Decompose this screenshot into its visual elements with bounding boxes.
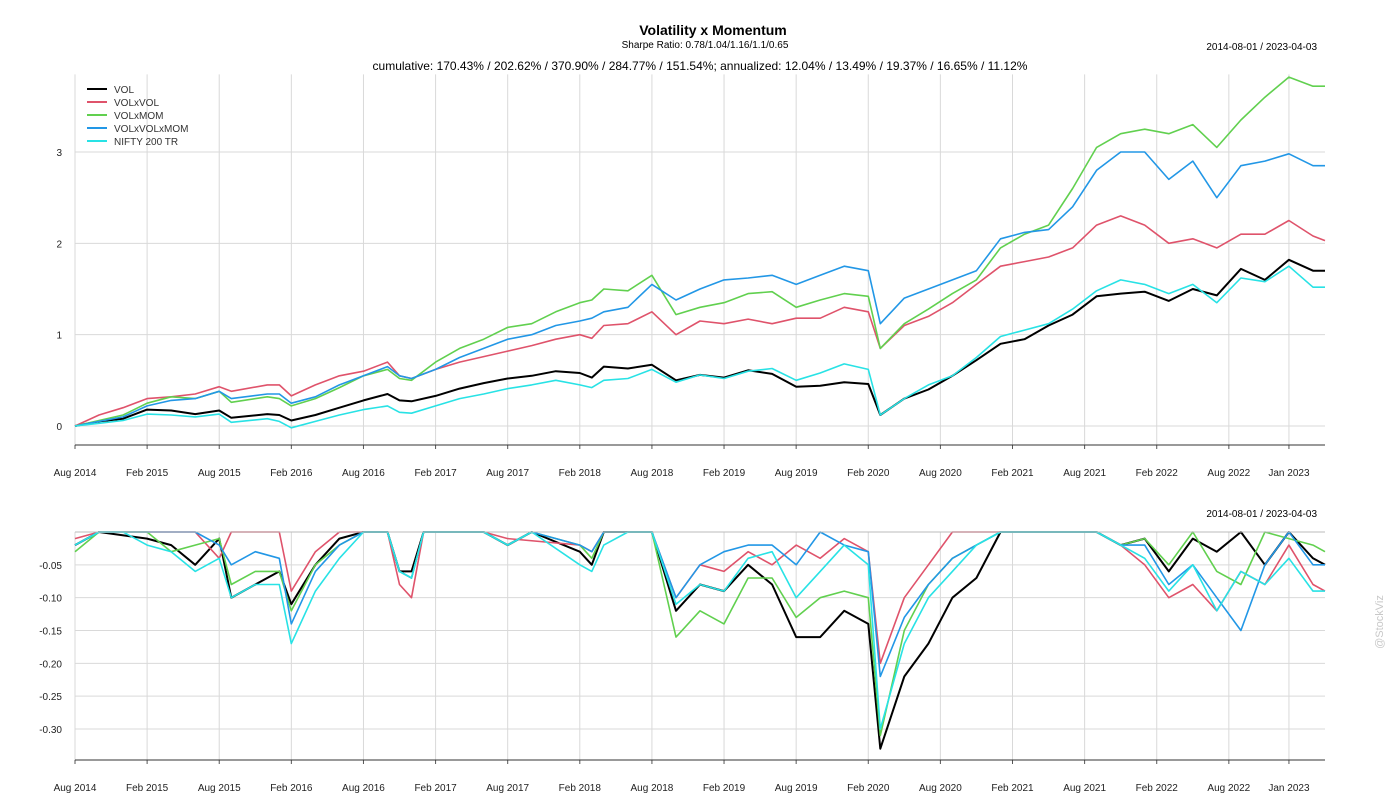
cumulative-stats: cumulative: 170.43% / 202.62% / 370.90% … [373,59,1028,73]
series-line-nifty-200-tr [74,265,1325,429]
x-tick-label: Feb 2019 [703,783,746,794]
chart-subtitle-sharpe: Sharpe Ratio: 0.78/1.04/1.16/1.1/0.65 [622,40,789,51]
series-line-volxmom [74,76,1325,427]
x-tick-label: Feb 2020 [847,468,890,479]
x-tick-label: Feb 2018 [559,468,602,479]
series-line-volxvol [74,215,1326,427]
y-tick-label: -0.15 [39,627,62,638]
x-tick-label: Aug 2020 [919,783,962,794]
series-line-vol [74,258,1325,427]
x-tick-label: Aug 2015 [198,468,241,479]
x-tick-label: Aug 2021 [1063,468,1106,479]
chart-title: Volatility x Momentum [639,22,787,38]
x-tick-label: Feb 2015 [126,783,169,794]
x-tick-label: Aug 2017 [486,468,529,479]
legend-label-nifty-200-tr: NIFTY 200 TR [114,137,178,148]
date-range-bottom: 2014-08-01 / 2023-04-03 [1206,509,1317,520]
y-tick-label: -0.30 [39,725,62,736]
y-tick-label: 1 [56,331,62,342]
series-line-volxvol [74,531,1326,665]
y-tick-label: -0.10 [39,594,62,605]
x-tick-label: Aug 2015 [198,783,241,794]
x-tick-label: Jan 2023 [1268,468,1310,479]
y-tick-label: -0.25 [39,692,62,703]
y-tick-label: -0.05 [39,561,62,572]
x-tick-label: Feb 2016 [270,468,313,479]
x-tick-label: Aug 2017 [486,783,529,794]
x-tick-label: Aug 2014 [54,783,97,794]
x-tick-label: Feb 2017 [414,783,457,794]
x-tick-label: Feb 2021 [991,783,1034,794]
cumulative-returns-panel: Aug 2014 Feb 2015 Aug 2015 Feb 2016 Aug 2016… [54,74,1326,479]
x-tick-label: Aug 2019 [775,783,818,794]
x-tick-label: Aug 2014 [54,468,97,479]
x-tick-label: Feb 2017 [414,468,457,479]
x-tick-label: Feb 2019 [703,468,746,479]
x-tick-label: Aug 2020 [919,468,962,479]
x-tick-label: Aug 2022 [1207,783,1250,794]
series-line-volxvolxmom [74,531,1325,678]
legend-label-volxvolxmom: VOLxVOLxMOM [114,124,188,135]
series-line-nifty-200-tr [74,531,1325,730]
x-tick-label: Aug 2019 [775,468,818,479]
x-tick-label: Aug 2018 [631,468,674,479]
x-tick-label: Feb 2022 [1136,468,1179,479]
x-tick-label: Feb 2016 [270,783,313,794]
y-tick-label: 3 [56,148,62,159]
x-tick-label: Aug 2021 [1063,783,1106,794]
x-tick-label: Feb 2022 [1136,783,1179,794]
x-tick-label: Aug 2016 [342,783,385,794]
x-tick-label: Feb 2020 [847,783,890,794]
drawdown-panel: Aug 2014 Feb 2015 Aug 2015 Feb 2016 Aug 2016… [39,531,1326,794]
x-tick-label: Aug 2018 [631,783,674,794]
legend: VOL VOLxVOL VOLxMOM VOLxVOLxMOM NIFTY 200 TR [87,85,188,148]
y-tick-label: 2 [56,239,62,250]
y-tick-label: 0 [56,422,62,433]
x-tick-label: Feb 2015 [126,468,169,479]
legend-label-volxvol: VOLxVOL [114,98,159,109]
x-tick-label: Feb 2021 [991,468,1034,479]
series-line-volxvolxmom [74,151,1325,427]
x-tick-label: Aug 2016 [342,468,385,479]
watermark: @StockViz [1374,595,1386,649]
legend-label-vol: VOL [114,85,134,96]
legend-label-volxmom: VOLxMOM [114,111,163,122]
x-tick-label: Jan 2023 [1268,783,1310,794]
date-range-top: 2014-08-01 / 2023-04-03 [1206,42,1317,53]
y-tick-label: -0.20 [39,659,62,670]
x-tick-label: Aug 2022 [1207,468,1250,479]
x-tick-label: Feb 2018 [559,783,602,794]
series-line-volxmom [74,531,1326,737]
